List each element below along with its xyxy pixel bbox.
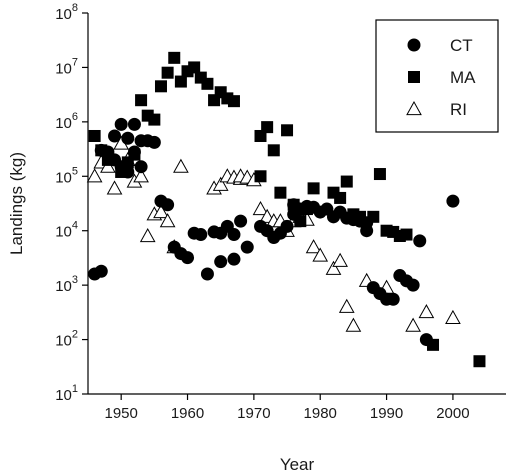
- data-point-ma: [201, 77, 214, 90]
- data-point-ri: [305, 239, 322, 254]
- data-point-ct: [280, 219, 294, 233]
- data-point-ma: [188, 61, 201, 74]
- data-point-ma: [334, 191, 347, 204]
- legend-label-ma: MA: [450, 68, 476, 87]
- legend-marker-ri: [406, 100, 422, 116]
- data-point-ri: [100, 158, 116, 173]
- y-tick-label: 102: [55, 329, 78, 350]
- data-point-ct: [413, 234, 427, 248]
- data-point-ri: [86, 168, 103, 183]
- data-point-ct: [121, 131, 135, 145]
- x-tick-label: 1970: [237, 405, 270, 422]
- y-tick-label: 101: [55, 383, 78, 404]
- data-point-ct: [161, 198, 175, 212]
- data-point-ma: [161, 66, 174, 79]
- y-tick-label: 105: [55, 165, 78, 186]
- data-point-ct: [194, 228, 208, 242]
- data-points: [86, 51, 486, 368]
- data-point-ct: [227, 228, 241, 242]
- data-point-ct: [114, 117, 128, 131]
- x-tick-label: 1990: [370, 405, 403, 422]
- data-point-ma: [400, 228, 413, 241]
- data-point-ri: [338, 298, 355, 313]
- data-point-ma: [88, 129, 101, 142]
- data-point-ct: [181, 251, 195, 265]
- data-point-ma: [473, 355, 486, 368]
- x-tick-label: 1980: [304, 405, 337, 422]
- y-tick-label: 107: [55, 56, 78, 77]
- data-point-ct: [419, 333, 433, 347]
- data-point-ma: [274, 186, 287, 199]
- data-point-ma: [148, 113, 161, 126]
- data-point-ma: [174, 75, 187, 88]
- data-point-ri: [332, 252, 348, 267]
- data-point-ri: [106, 180, 123, 195]
- data-point-ma: [227, 95, 240, 108]
- x-tick-label: 2000: [436, 405, 469, 422]
- data-point-ct: [386, 292, 400, 306]
- tick-marks: [82, 12, 454, 400]
- data-point-ri: [445, 309, 461, 325]
- data-point-ct: [214, 255, 228, 269]
- data-point-ct: [240, 240, 254, 254]
- data-point-ri: [418, 304, 435, 319]
- y-tick-label: 103: [55, 274, 78, 295]
- data-point-ct: [134, 160, 148, 174]
- data-point-ct: [94, 264, 108, 278]
- legend-marker-ma: [408, 71, 420, 83]
- data-point-ct: [227, 252, 241, 266]
- data-point-ma: [307, 182, 320, 195]
- data-point-ct: [446, 194, 460, 208]
- x-axis-title: Year: [280, 455, 315, 474]
- data-point-ma: [281, 124, 294, 137]
- data-point-ri: [133, 168, 149, 183]
- legend-label-ri: RI: [450, 100, 467, 119]
- y-axis-title: Landings (kg): [7, 152, 26, 255]
- x-tick-label: 1950: [104, 405, 137, 422]
- data-point-ma: [340, 175, 353, 188]
- data-point-ct: [108, 129, 122, 143]
- y-tick-label: 106: [55, 111, 78, 132]
- data-point-ri: [325, 260, 342, 275]
- axes: [87, 13, 506, 395]
- x-tick-label: 1960: [171, 405, 204, 422]
- y-tick-label: 108: [55, 2, 78, 23]
- data-point-ri: [252, 201, 269, 216]
- data-point-ma: [254, 170, 267, 183]
- data-point-ct: [360, 216, 374, 230]
- data-point-ri: [345, 317, 362, 332]
- series-ct: [88, 117, 460, 347]
- data-point-ma: [168, 51, 181, 64]
- data-point-ct: [234, 214, 248, 228]
- legend: CT MA RI: [375, 19, 499, 133]
- data-point-ri: [405, 317, 421, 332]
- data-point-ct: [406, 278, 420, 292]
- legend-box: [375, 19, 499, 133]
- y-tick-label: 104: [55, 220, 78, 241]
- data-point-ri: [139, 227, 156, 243]
- legend-marker-ct: [407, 38, 421, 52]
- data-point-ma: [267, 144, 280, 157]
- data-point-ct: [127, 145, 141, 159]
- data-point-ct: [200, 267, 214, 281]
- data-point-ma: [135, 94, 148, 107]
- data-point-ct: [127, 117, 141, 131]
- legend-entries: CT MA RI: [406, 36, 476, 119]
- data-point-ct: [147, 135, 161, 149]
- data-point-ri: [153, 204, 169, 219]
- data-point-ma: [373, 168, 386, 181]
- data-point-ri: [159, 213, 176, 228]
- data-point-ct: [121, 165, 135, 179]
- data-point-ma: [154, 80, 167, 93]
- data-point-ri: [173, 158, 189, 173]
- data-point-ma: [261, 121, 274, 134]
- legend-label-ct: CT: [450, 36, 473, 55]
- data-point-ri: [312, 247, 329, 262]
- data-point-ri: [212, 176, 229, 191]
